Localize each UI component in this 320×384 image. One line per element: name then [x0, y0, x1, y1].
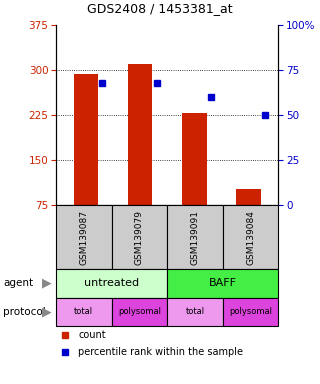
- Bar: [167, 269, 278, 298]
- Text: polysomal: polysomal: [118, 308, 161, 316]
- Text: BAFF: BAFF: [209, 278, 237, 288]
- Text: agent: agent: [3, 278, 33, 288]
- Text: GSM139084: GSM139084: [246, 210, 255, 265]
- Bar: [223, 298, 278, 326]
- Bar: [167, 298, 223, 326]
- Bar: [167, 205, 223, 269]
- Text: untreated: untreated: [84, 278, 139, 288]
- Bar: [223, 205, 278, 269]
- Text: protocol: protocol: [3, 307, 46, 317]
- Bar: [128, 64, 152, 205]
- Text: total: total: [74, 308, 93, 316]
- Text: count: count: [78, 329, 106, 339]
- Bar: [56, 269, 167, 298]
- Text: GSM139087: GSM139087: [79, 210, 88, 265]
- Text: GDS2408 / 1453381_at: GDS2408 / 1453381_at: [87, 2, 233, 15]
- Bar: [182, 113, 206, 205]
- Bar: [112, 298, 167, 326]
- Text: polysomal: polysomal: [229, 308, 272, 316]
- Text: GSM139079: GSM139079: [135, 210, 144, 265]
- Text: ▶: ▶: [42, 306, 51, 318]
- Text: ▶: ▶: [42, 277, 51, 290]
- Text: percentile rank within the sample: percentile rank within the sample: [78, 347, 243, 357]
- Bar: [112, 205, 167, 269]
- Bar: [56, 205, 112, 269]
- Text: GSM139091: GSM139091: [190, 210, 199, 265]
- Text: total: total: [185, 308, 204, 316]
- Bar: [236, 189, 261, 205]
- Bar: [74, 74, 98, 205]
- Bar: [56, 298, 112, 326]
